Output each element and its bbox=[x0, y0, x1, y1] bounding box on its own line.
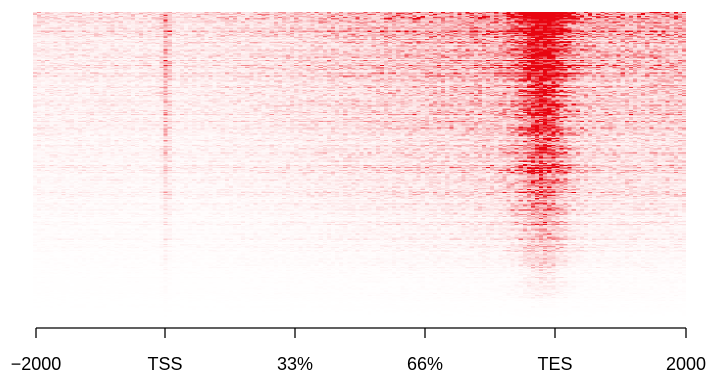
x-tick-label: 66% bbox=[407, 354, 443, 374]
x-tick-label: 2000 bbox=[666, 354, 706, 374]
x-tick-label: TES bbox=[537, 354, 572, 374]
heatmap bbox=[33, 12, 686, 324]
x-axis: −2000 TSS 33% 66% TES 2000 bbox=[11, 327, 706, 374]
x-tick-label: TSS bbox=[147, 354, 182, 374]
x-tick-label: −2000 bbox=[11, 354, 62, 374]
x-tick-label: 33% bbox=[277, 354, 313, 374]
heatmap-cells bbox=[33, 12, 686, 324]
